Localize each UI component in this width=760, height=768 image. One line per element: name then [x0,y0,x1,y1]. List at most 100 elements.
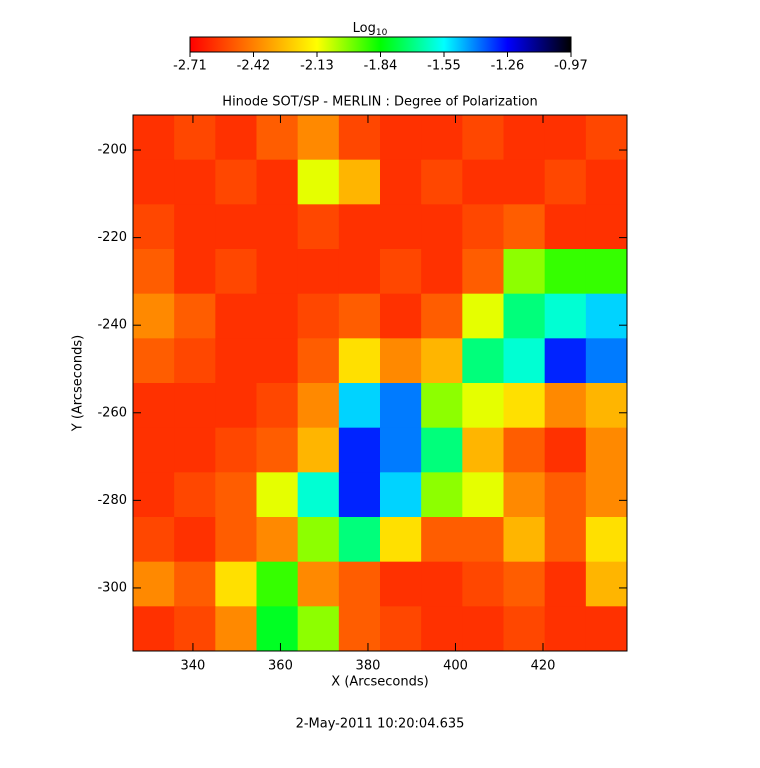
y-tick-label: -200 [97,143,127,158]
heatmap-cell [462,517,504,563]
heatmap-cell [215,383,257,429]
heatmap-cell [462,472,504,518]
y-tick-label: -260 [97,405,127,420]
heatmap-cell [256,472,299,518]
heatmap-cell [380,472,422,518]
heatmap-cell [503,115,546,161]
heatmap-cell [338,249,381,295]
heatmap-cell [585,159,628,205]
heatmap-cell [503,427,546,473]
heatmap-cell [174,561,216,607]
x-axis-label: X (Arcseconds) [331,675,428,690]
heatmap-cell [380,249,422,295]
heatmap-cell [215,561,257,607]
x-tick-label: 400 [443,659,468,674]
heatmap-cell [421,115,463,161]
heatmap-cell [256,115,299,161]
heatmap-cell [380,338,422,384]
heatmap-cell [215,204,257,250]
heatmap-cell [585,338,628,384]
heatmap-cell [462,115,504,161]
heatmap-cell [133,249,175,295]
heatmap-cell [585,561,628,607]
heatmap-cell [256,427,299,473]
heatmap-cell [174,159,216,205]
colorbar-tick-label: -2.71 [173,59,207,74]
heatmap-cell [174,115,216,161]
heatmap-cell [503,606,546,652]
heatmap-cell [503,249,546,295]
heatmap-cell [544,517,587,563]
heatmap-cell [256,517,299,563]
heatmap-cell [256,606,299,652]
heatmap-cell [544,115,587,161]
heatmap-cell [256,204,299,250]
heatmap-cell [174,204,216,250]
heatmap-cell [585,427,628,473]
heatmap-cell [380,204,422,250]
colorbar-tick-label: -1.26 [491,59,525,74]
heatmap-cell [338,472,381,518]
heatmap-cell [297,383,340,429]
heatmap-cell [544,472,587,518]
heatmap-cell [503,561,546,607]
y-axis-label: Y (Arcseconds) [71,335,86,432]
heatmap-cell [380,115,422,161]
colorbar-tick-label: -2.42 [237,59,271,74]
heatmap-cell [297,249,340,295]
heatmap-cell [585,115,628,161]
colorbar [189,36,572,53]
heatmap-cell [297,561,340,607]
y-tick-label: -240 [97,318,127,333]
heatmap-cell [421,293,463,339]
heatmap-cell [585,293,628,339]
heatmap-cell [297,159,340,205]
heatmap-cell [421,472,463,518]
heatmap-cell [380,383,422,429]
heatmap-cell [297,115,340,161]
heatmap-cell [544,383,587,429]
y-tick-label: -300 [97,580,127,595]
heatmap-cell [133,159,175,205]
heatmap-cell [297,517,340,563]
heatmap-cell [544,606,587,652]
heatmap-cell [544,159,587,205]
heatmap-cell [338,427,381,473]
heatmap-cell [421,427,463,473]
heatmap-cell [133,606,175,652]
heatmap-cell [174,427,216,473]
heatmap-cell [503,338,546,384]
x-tick-label: 340 [181,659,206,674]
plot-frame [132,114,628,652]
heatmap-cell [421,561,463,607]
colorbar-tick-label: -1.55 [427,59,461,74]
chart-title: Hinode SOT/SP - MERLIN : Degree of Polar… [222,95,537,110]
heatmap-cell [215,115,257,161]
heatmap-cell [338,338,381,384]
heatmap-cell [174,293,216,339]
heatmap-cell [338,204,381,250]
colorbar-title: Log10 [353,21,388,38]
footer: 2-May-2011 10:20:04.635 [296,717,465,732]
heatmap-cell [174,606,216,652]
colorbar-tick-label: -1.84 [364,59,398,74]
heatmap-cell [174,338,216,384]
heatmap-cell [421,249,463,295]
heatmap-cell [174,249,216,295]
heatmap-cell [544,338,587,384]
heatmap-cell [215,338,257,384]
heatmap-cell [133,293,175,339]
heatmap-cell [133,472,175,518]
heatmap-cell [297,606,340,652]
heatmap-cell [256,561,299,607]
heatmap-cell [503,204,546,250]
heatmap-cell [133,115,175,161]
colorbar-tick-label: -0.97 [554,59,588,74]
heatmap-cell [544,204,587,250]
heatmap-cell [133,338,175,384]
heatmap-cell [256,338,299,384]
heatmap-cell [462,293,504,339]
heatmap-cell [585,472,628,518]
heatmap-cell [215,427,257,473]
colorbar-title-text: Log [353,21,376,36]
